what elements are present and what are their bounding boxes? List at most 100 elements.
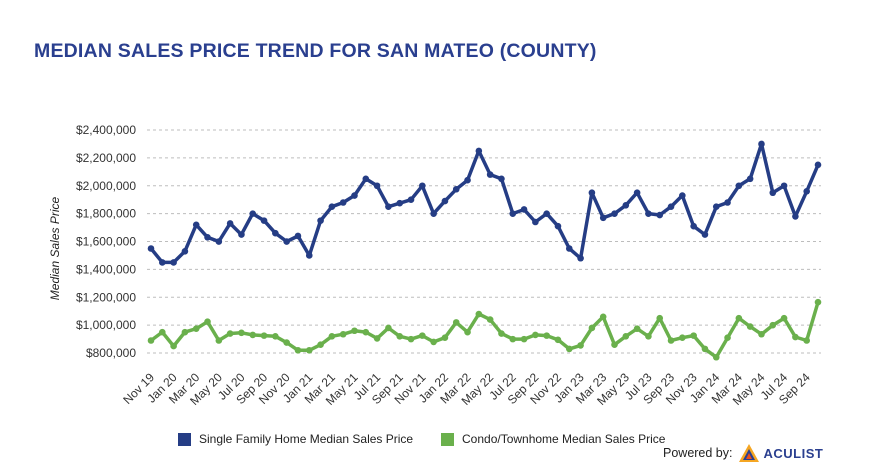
data-point[interactable] bbox=[328, 333, 336, 340]
data-point[interactable] bbox=[215, 337, 223, 344]
data-point[interactable] bbox=[339, 330, 347, 338]
data-point[interactable] bbox=[588, 324, 596, 332]
data-point[interactable] bbox=[430, 210, 437, 217]
data-point[interactable] bbox=[712, 353, 720, 361]
data-point[interactable] bbox=[192, 221, 200, 229]
data-point[interactable] bbox=[430, 338, 437, 346]
data-point[interactable] bbox=[746, 175, 754, 183]
data-point[interactable] bbox=[351, 192, 358, 199]
data-point[interactable] bbox=[814, 161, 822, 169]
data-point[interactable] bbox=[701, 231, 709, 238]
data-point[interactable] bbox=[758, 140, 765, 148]
data-point[interactable] bbox=[452, 319, 460, 326]
data-point[interactable] bbox=[645, 210, 652, 217]
data-point[interactable] bbox=[486, 316, 494, 323]
data-point[interactable] bbox=[611, 210, 618, 217]
data-point[interactable] bbox=[679, 334, 686, 342]
data-point[interactable] bbox=[170, 342, 177, 350]
data-point[interactable] bbox=[554, 222, 562, 230]
data-point[interactable] bbox=[543, 210, 550, 217]
data-point[interactable] bbox=[339, 199, 347, 206]
data-point[interactable] bbox=[690, 332, 697, 339]
data-point[interactable] bbox=[543, 332, 550, 339]
data-point[interactable] bbox=[735, 314, 743, 322]
data-point[interactable] bbox=[272, 333, 279, 340]
data-point[interactable] bbox=[294, 232, 302, 240]
data-point[interactable] bbox=[226, 220, 234, 227]
data-point[interactable] bbox=[159, 328, 166, 336]
data-point[interactable] bbox=[532, 331, 539, 339]
data-point[interactable] bbox=[701, 345, 709, 353]
data-point[interactable] bbox=[159, 259, 166, 266]
data-point[interactable] bbox=[599, 313, 607, 321]
data-point[interactable] bbox=[283, 238, 290, 245]
data-point[interactable] bbox=[464, 176, 471, 184]
data-point[interactable] bbox=[441, 197, 449, 205]
data-point[interactable] bbox=[554, 336, 562, 344]
data-point[interactable] bbox=[204, 318, 211, 325]
data-point[interactable] bbox=[780, 182, 788, 190]
data-point[interactable] bbox=[204, 234, 211, 241]
data-point[interactable] bbox=[667, 337, 675, 344]
data-point[interactable] bbox=[373, 182, 381, 190]
data-point[interactable] bbox=[328, 203, 336, 210]
data-point[interactable] bbox=[599, 214, 607, 222]
data-point[interactable] bbox=[407, 335, 415, 343]
data-point[interactable] bbox=[565, 245, 573, 252]
legend-item-condo[interactable]: Condo/Townhome Median Sales Price bbox=[441, 432, 665, 446]
data-point[interactable] bbox=[656, 314, 664, 322]
data-point[interactable] bbox=[181, 328, 189, 336]
data-point[interactable] bbox=[622, 201, 630, 209]
data-point[interactable] bbox=[475, 310, 483, 318]
data-point[interactable] bbox=[294, 346, 302, 354]
data-point[interactable] bbox=[611, 341, 618, 348]
data-point[interactable] bbox=[362, 175, 370, 183]
data-point[interactable] bbox=[147, 245, 155, 252]
data-point[interactable] bbox=[396, 199, 404, 207]
data-point[interactable] bbox=[441, 334, 449, 342]
data-point[interactable] bbox=[633, 189, 641, 197]
data-point[interactable] bbox=[362, 328, 370, 336]
data-point[interactable] bbox=[498, 330, 505, 337]
data-point[interactable] bbox=[758, 330, 765, 338]
data-point[interactable] bbox=[373, 335, 381, 342]
data-point[interactable] bbox=[735, 182, 743, 190]
data-point[interactable] bbox=[147, 337, 155, 344]
data-point[interactable] bbox=[305, 346, 313, 354]
data-point[interactable] bbox=[814, 298, 822, 306]
data-point[interactable] bbox=[622, 333, 630, 340]
data-point[interactable] bbox=[724, 199, 731, 206]
data-point[interactable] bbox=[577, 254, 584, 262]
data-point[interactable] bbox=[192, 325, 200, 332]
data-point[interactable] bbox=[452, 185, 460, 193]
data-point[interactable] bbox=[498, 175, 505, 183]
data-point[interactable] bbox=[464, 328, 471, 336]
data-point[interactable] bbox=[509, 210, 517, 217]
data-point[interactable] bbox=[419, 182, 426, 190]
data-point[interactable] bbox=[407, 196, 415, 204]
data-point[interactable] bbox=[746, 323, 754, 330]
data-point[interactable] bbox=[351, 327, 358, 335]
data-point[interactable] bbox=[170, 259, 177, 266]
data-point[interactable] bbox=[181, 247, 189, 255]
data-point[interactable] bbox=[645, 333, 652, 340]
data-point[interactable] bbox=[283, 339, 290, 346]
data-point[interactable] bbox=[565, 345, 573, 353]
data-point[interactable] bbox=[509, 335, 517, 343]
data-point[interactable] bbox=[679, 192, 686, 199]
data-point[interactable] bbox=[249, 331, 257, 339]
data-point[interactable] bbox=[780, 314, 788, 322]
data-point[interactable] bbox=[272, 229, 279, 237]
data-point[interactable] bbox=[215, 238, 223, 245]
data-point[interactable] bbox=[238, 231, 245, 238]
data-point[interactable] bbox=[419, 332, 426, 339]
data-point[interactable] bbox=[385, 203, 392, 210]
data-point[interactable] bbox=[803, 337, 810, 344]
data-point[interactable] bbox=[317, 341, 324, 348]
data-point[interactable] bbox=[385, 324, 392, 332]
data-point[interactable] bbox=[532, 218, 539, 226]
legend-item-single-family[interactable]: Single Family Home Median Sales Price bbox=[178, 432, 413, 446]
data-point[interactable] bbox=[588, 189, 596, 197]
data-point[interactable] bbox=[769, 189, 777, 197]
data-point[interactable] bbox=[633, 325, 641, 332]
